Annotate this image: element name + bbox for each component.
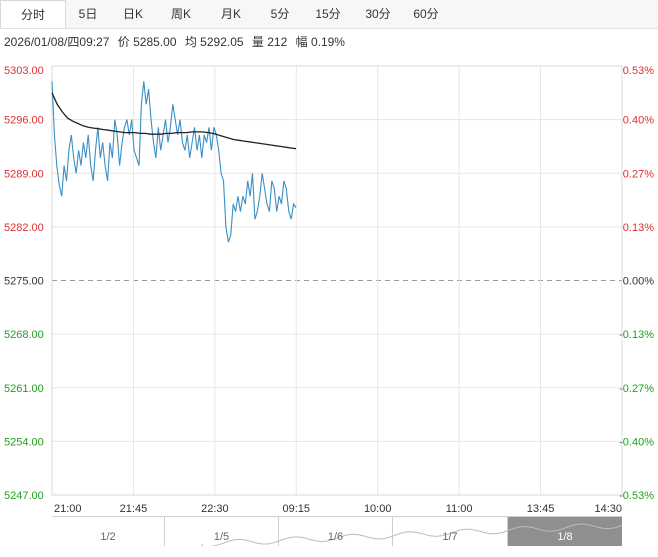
- price-tick-label: 5296.00: [4, 115, 44, 127]
- nav-day-1-5[interactable]: 1/5: [165, 517, 279, 546]
- percent-tick-label: -0.13%: [619, 329, 654, 341]
- time-axis: 21:00 21:45 22:30 09:15 10:00 11:00 13:45 14:30: [54, 503, 622, 515]
- period-tabs: 分时 5日 日K 周K 月K 5分 15分 30分 60分: [0, 0, 658, 29]
- tab-monthly-k[interactable]: 月K: [220, 7, 241, 21]
- price-tick-label: 5282.00: [4, 222, 44, 234]
- price-tick-label: 5289.00: [4, 168, 44, 180]
- info-avg: 均 5292.05: [184, 35, 244, 49]
- date-navigator[interactable]: 1/2 1/5 1/6 1/7 1/8: [52, 516, 622, 546]
- info-volume: 量 212: [251, 35, 288, 49]
- time-tick-label: 13:45: [527, 503, 555, 515]
- percent-tick-label: 0.00%: [623, 276, 654, 288]
- nav-day-1-7[interactable]: 1/7: [393, 517, 508, 546]
- price-tick-label: 5254.00: [4, 436, 44, 448]
- price-tick-label: 5247.00: [4, 490, 44, 502]
- price-axis: 5303.00 5296.00 5289.00 5282.00 5275.00 5268.…: [4, 65, 44, 502]
- intraday-chart[interactable]: 5303.00 5296.00 5289.00 5282.00 5275.00 5268.…: [0, 0, 658, 516]
- time-tick-label: 22:30: [201, 503, 229, 515]
- tab-intraday[interactable]: 分时: [0, 0, 66, 28]
- percent-tick-label: -0.40%: [619, 436, 654, 448]
- chart-grid: [51, 65, 623, 496]
- percent-tick-label: 0.40%: [623, 115, 654, 127]
- price-tick-label: 5261.00: [4, 383, 44, 395]
- percent-axis: 0.53% 0.40% 0.27% 0.13% 0.00% -0.13% -0.27% -0.…: [619, 65, 654, 502]
- nav-day-1-8[interactable]: 1/8: [508, 517, 622, 546]
- tab-15min[interactable]: 15分: [315, 7, 341, 21]
- tab-weekly-k[interactable]: 周K: [170, 7, 191, 21]
- time-tick-label: 21:00: [54, 503, 82, 515]
- price-tick-label: 5275.00: [4, 276, 44, 288]
- time-tick-label: 21:45: [120, 503, 148, 515]
- percent-tick-label: 0.53%: [623, 65, 654, 77]
- time-tick-label: 10:00: [364, 503, 392, 515]
- nav-day-1-2[interactable]: 1/2: [52, 517, 165, 546]
- time-tick-label: 14:30: [594, 503, 622, 515]
- price-tick-label: 5268.00: [4, 329, 44, 341]
- average-line: [51, 92, 297, 150]
- time-tick-label: 09:15: [283, 503, 311, 515]
- info-datetime: 2026/01/08/四09:27: [4, 35, 110, 49]
- navigator-sparkline: [201, 523, 622, 546]
- tab-30min[interactable]: 30分: [365, 7, 391, 21]
- percent-tick-label: 0.13%: [623, 222, 654, 234]
- info-price: 价 5285.00: [117, 35, 177, 49]
- tab-5min[interactable]: 5分: [270, 7, 290, 21]
- tab-5day[interactable]: 5日: [78, 7, 98, 21]
- percent-tick-label: 0.27%: [623, 168, 654, 180]
- info-change: 幅 0.19%: [295, 35, 345, 49]
- price-line: [51, 81, 297, 243]
- nav-day-1-6[interactable]: 1/6: [279, 517, 393, 546]
- percent-tick-label: -0.27%: [619, 383, 654, 395]
- time-tick-label: 11:00: [446, 503, 473, 515]
- plot-border: [51, 65, 623, 496]
- percent-tick-label: -0.53%: [619, 490, 654, 502]
- tab-60min[interactable]: 60分: [413, 7, 439, 21]
- quote-info-bar: 2026/01/08/四09:27 价 5285.00 均 5292.05 量 …: [4, 33, 350, 51]
- tab-daily-k[interactable]: 日K: [122, 7, 143, 21]
- price-tick-label: 5303.00: [4, 65, 44, 77]
